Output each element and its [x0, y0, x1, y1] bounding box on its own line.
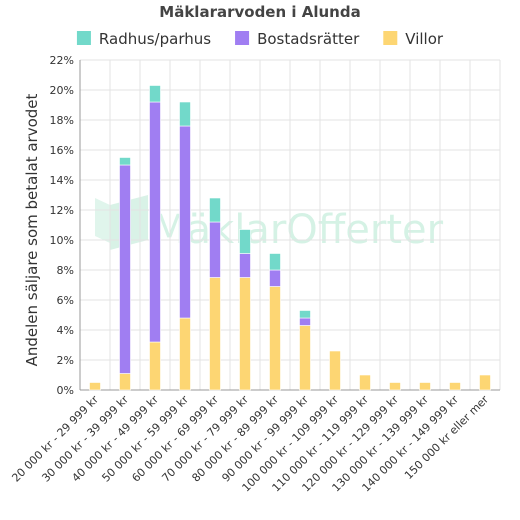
bar-segment — [299, 317, 311, 326]
bar-segment — [209, 197, 221, 223]
y-tick-label: 18% — [50, 114, 74, 127]
y-tick-label: 16% — [50, 144, 74, 157]
legend-label: Radhus/parhus — [99, 30, 211, 48]
bar-segment — [329, 350, 341, 391]
legend: Radhus/parhus Bostadsrätter Villor — [76, 30, 444, 48]
bar-segment — [149, 85, 161, 103]
legend-label: Bostadsrätter — [257, 30, 360, 48]
watermark-text: MäklarOfferter — [152, 207, 444, 253]
bar-segment — [119, 157, 131, 166]
bar-segment — [179, 317, 191, 391]
bar-segment — [209, 277, 221, 391]
bar-segment — [269, 269, 281, 287]
y-tick-label: 20% — [50, 84, 74, 97]
bar-segment — [479, 374, 491, 391]
bar-segment — [179, 125, 191, 319]
y-axis-ticks: 0% 2% 4% 6% 8% 10% 12% 14% 16% 18% 20% 22% — [50, 54, 74, 397]
y-tick-label: 0% — [57, 384, 74, 397]
chart-title: Mäklararvoden i Alunda — [159, 3, 360, 21]
bar-segment — [359, 374, 371, 391]
bar-segment — [419, 382, 431, 391]
legend-swatch — [383, 31, 398, 45]
bar-segment — [299, 325, 311, 391]
bar-segment — [179, 101, 191, 127]
bar-segment — [209, 221, 221, 278]
bar-segment — [149, 101, 161, 343]
y-tick-label: 8% — [57, 264, 74, 277]
y-tick-label: 12% — [50, 204, 74, 217]
y-tick-label: 4% — [57, 324, 74, 337]
bar-segment — [239, 229, 251, 254]
bar-segment — [239, 277, 251, 391]
bar-segment — [389, 382, 401, 391]
y-axis-label: Andelen säljare som betalat arvodet — [23, 93, 41, 366]
bar-segment — [269, 286, 281, 391]
bar-segment — [89, 382, 101, 391]
bar-segment — [299, 310, 311, 319]
bars — [89, 85, 491, 391]
legend-label: Villor — [405, 30, 444, 48]
legend-swatch — [235, 31, 250, 45]
bar-segment — [149, 341, 161, 391]
y-tick-label: 14% — [50, 174, 74, 187]
watermark: MäklarOfferter — [95, 195, 444, 253]
bar-segment — [239, 253, 251, 278]
bar-segment — [119, 164, 131, 374]
bar-segment — [119, 373, 131, 391]
y-tick-label: 10% — [50, 234, 74, 247]
bar-segment — [269, 253, 281, 271]
y-tick-label: 22% — [50, 54, 74, 67]
y-tick-label: 2% — [57, 354, 74, 367]
bar-segment — [449, 382, 461, 391]
legend-swatch — [76, 31, 91, 45]
y-tick-label: 6% — [57, 294, 74, 307]
